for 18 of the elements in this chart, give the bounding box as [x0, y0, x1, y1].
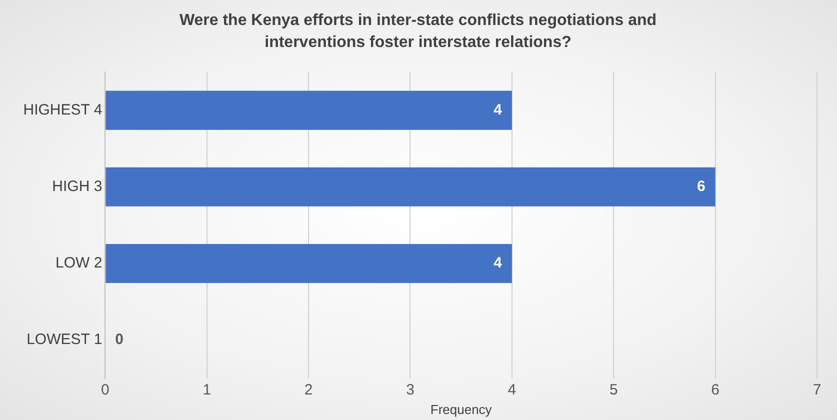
chart-title: Were the Kenya efforts in inter-state conflicts negotiations and interventions foster interstate relations? [178, 11, 658, 53]
data-label: 0 [115, 331, 124, 348]
y-tick-label: HIGH 3 [52, 178, 102, 196]
data-label: 4 [494, 101, 503, 118]
x-tick-label: 0 [101, 382, 110, 399]
x-tick-label: 6 [711, 382, 720, 399]
x-tick-label: 4 [508, 382, 516, 399]
data-label: 6 [696, 178, 706, 196]
x-axis-title: Frequency [430, 402, 492, 417]
x-tick-label: 5 [609, 382, 618, 399]
y-tick-label: LOW 2 [55, 254, 102, 272]
data-label: 4 [494, 254, 503, 272]
y-tick-label: LOWEST 1 [26, 331, 102, 348]
x-tick-label: 2 [304, 382, 313, 399]
x-tick-label: 3 [406, 382, 414, 399]
x-tick-label: 1 [202, 382, 212, 399]
x-tick-label: 7 [812, 382, 822, 399]
y-tick-label: HIGHEST 4 [23, 101, 102, 118]
